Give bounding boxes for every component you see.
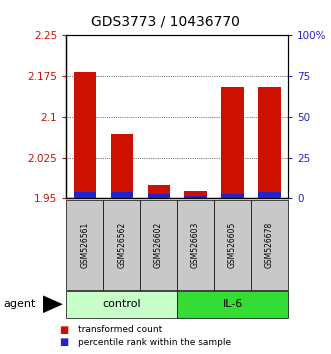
Text: percentile rank within the sample: percentile rank within the sample: [78, 338, 231, 347]
Bar: [111, 192, 133, 198]
Text: GSM526605: GSM526605: [228, 222, 237, 268]
Text: agent: agent: [3, 299, 36, 309]
Text: GSM526561: GSM526561: [80, 222, 89, 268]
Bar: [259, 192, 281, 198]
Text: control: control: [102, 299, 141, 309]
Bar: [221, 194, 244, 198]
Bar: [259, 87, 281, 198]
Text: ■: ■: [60, 325, 69, 335]
Text: GSM526602: GSM526602: [154, 222, 163, 268]
Text: GSM526562: GSM526562: [117, 222, 126, 268]
Bar: [148, 194, 170, 198]
Text: GDS3773 / 10436770: GDS3773 / 10436770: [91, 14, 240, 28]
Text: transformed count: transformed count: [78, 325, 162, 335]
Bar: [221, 87, 244, 198]
Text: IL-6: IL-6: [222, 299, 243, 309]
Bar: [184, 195, 207, 198]
Bar: [111, 134, 133, 198]
Bar: [73, 72, 96, 198]
Bar: [184, 191, 207, 198]
Bar: [73, 192, 96, 198]
Text: GSM526603: GSM526603: [191, 222, 200, 268]
Bar: [148, 185, 170, 198]
Text: ■: ■: [60, 337, 69, 347]
Text: GSM526678: GSM526678: [265, 222, 274, 268]
